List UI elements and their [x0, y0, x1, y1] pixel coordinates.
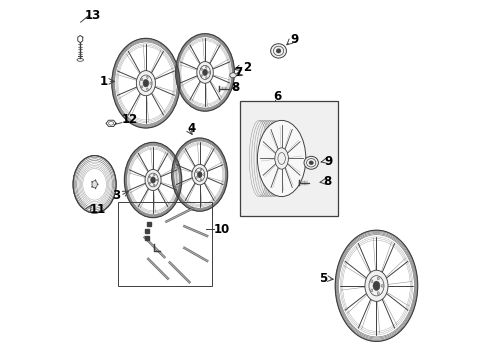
- Text: 9: 9: [290, 33, 298, 46]
- Text: 9: 9: [324, 155, 332, 168]
- Ellipse shape: [145, 170, 161, 190]
- Text: 3: 3: [112, 189, 120, 202]
- Ellipse shape: [156, 179, 158, 181]
- Text: 6: 6: [273, 90, 281, 103]
- Text: 8: 8: [323, 175, 331, 188]
- Ellipse shape: [153, 174, 155, 176]
- Ellipse shape: [91, 186, 92, 188]
- Ellipse shape: [95, 188, 96, 189]
- Text: 2: 2: [242, 60, 250, 73]
- Ellipse shape: [191, 165, 207, 185]
- Ellipse shape: [201, 75, 202, 77]
- Ellipse shape: [276, 49, 281, 53]
- Ellipse shape: [257, 120, 305, 197]
- Ellipse shape: [141, 86, 142, 88]
- Ellipse shape: [200, 179, 201, 180]
- Text: 8: 8: [231, 81, 239, 94]
- Ellipse shape: [376, 292, 379, 294]
- Text: 10: 10: [214, 223, 230, 236]
- Ellipse shape: [370, 289, 372, 292]
- Ellipse shape: [146, 88, 148, 90]
- Ellipse shape: [150, 177, 155, 183]
- Ellipse shape: [149, 82, 151, 84]
- Ellipse shape: [141, 78, 142, 81]
- Ellipse shape: [229, 73, 236, 78]
- Ellipse shape: [208, 71, 209, 73]
- Ellipse shape: [146, 76, 148, 78]
- Ellipse shape: [149, 176, 150, 178]
- Ellipse shape: [270, 44, 286, 58]
- Ellipse shape: [364, 270, 387, 301]
- Ellipse shape: [370, 280, 372, 283]
- Text: 11: 11: [89, 203, 105, 216]
- Ellipse shape: [195, 171, 197, 172]
- Bar: [118, 202, 212, 286]
- Ellipse shape: [205, 77, 206, 78]
- Ellipse shape: [142, 80, 148, 87]
- Ellipse shape: [274, 148, 288, 169]
- Ellipse shape: [201, 68, 202, 70]
- Ellipse shape: [203, 174, 204, 176]
- Bar: [240, 101, 337, 216]
- Ellipse shape: [196, 62, 213, 83]
- Ellipse shape: [92, 181, 97, 188]
- Ellipse shape: [205, 66, 206, 68]
- Text: 12: 12: [122, 113, 138, 126]
- Ellipse shape: [381, 284, 383, 287]
- Text: 5: 5: [319, 272, 327, 285]
- Ellipse shape: [149, 182, 150, 184]
- Text: 1: 1: [99, 75, 107, 88]
- Ellipse shape: [372, 281, 379, 291]
- Ellipse shape: [197, 172, 202, 178]
- Ellipse shape: [376, 277, 379, 280]
- Ellipse shape: [95, 180, 96, 181]
- Ellipse shape: [304, 156, 318, 169]
- Ellipse shape: [91, 181, 92, 183]
- Ellipse shape: [200, 169, 201, 171]
- Ellipse shape: [136, 71, 155, 96]
- Ellipse shape: [97, 184, 98, 185]
- Ellipse shape: [202, 69, 207, 76]
- Text: 4: 4: [187, 122, 196, 135]
- Ellipse shape: [153, 184, 155, 186]
- Text: 7: 7: [234, 66, 242, 79]
- Ellipse shape: [308, 161, 313, 165]
- Ellipse shape: [195, 177, 197, 179]
- Text: 13: 13: [85, 9, 101, 22]
